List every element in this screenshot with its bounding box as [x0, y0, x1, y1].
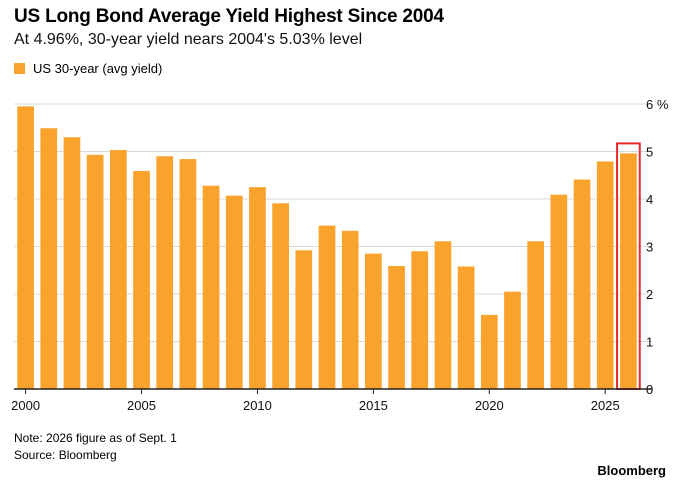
chart-title: US Long Bond Average Yield Highest Since…	[14, 6, 444, 27]
bar-2015	[365, 253, 382, 389]
brand-logo-text: Bloomberg	[597, 463, 666, 478]
bar-2007	[179, 159, 197, 389]
x-tick-label: 2020	[475, 398, 504, 413]
chart-subtitle: At 4.96%, 30-year yield nears 2004's 5.0…	[14, 31, 363, 48]
bar-2016	[388, 265, 405, 389]
y-tick-label: 4	[646, 192, 653, 207]
bar-2004	[109, 150, 127, 389]
bar-2018	[434, 241, 452, 389]
bar-2019	[457, 266, 475, 389]
bar-2023	[550, 194, 568, 389]
bar-2002	[63, 137, 81, 389]
bar-2026	[620, 153, 637, 389]
y-tick-label: 3	[646, 240, 653, 255]
bar-2020	[480, 314, 498, 389]
bar-2022	[527, 241, 545, 389]
bar-2003	[86, 154, 104, 389]
x-tick-label: 2005	[127, 398, 156, 413]
bar-2024	[573, 179, 591, 389]
y-tick-label: 2	[646, 287, 653, 302]
bar-2008	[202, 185, 220, 389]
bar-2025	[596, 161, 614, 389]
bar-2001	[40, 128, 58, 389]
bar-2005	[133, 170, 150, 389]
legend-label: US 30-year (avg yield)	[33, 61, 163, 76]
legend: US 30-year (avg yield)	[14, 61, 162, 76]
bar-2021	[504, 291, 521, 389]
y-tick-label: 6 %	[646, 97, 669, 112]
bar-2009	[225, 195, 243, 389]
bar-2013	[318, 225, 336, 389]
x-tick-label: 2010	[243, 398, 272, 413]
legend-swatch	[14, 63, 25, 74]
chart-source: Source: Bloomberg	[14, 448, 117, 462]
x-tick-label: 2000	[11, 398, 40, 413]
bar-2017	[411, 251, 429, 389]
chart-note: Note: 2026 figure as of Sept. 1	[14, 431, 177, 445]
bar-2012	[295, 250, 313, 389]
y-tick-label: 1	[646, 335, 653, 350]
bar-2011	[272, 203, 289, 389]
bar-2010	[249, 187, 266, 389]
y-tick-label: 5	[646, 145, 653, 160]
x-tick-label: 2025	[591, 398, 620, 413]
x-tick-label: 2015	[359, 398, 388, 413]
bar-2000	[17, 106, 34, 389]
bar-2014	[341, 230, 359, 389]
bar-2006	[156, 156, 174, 389]
